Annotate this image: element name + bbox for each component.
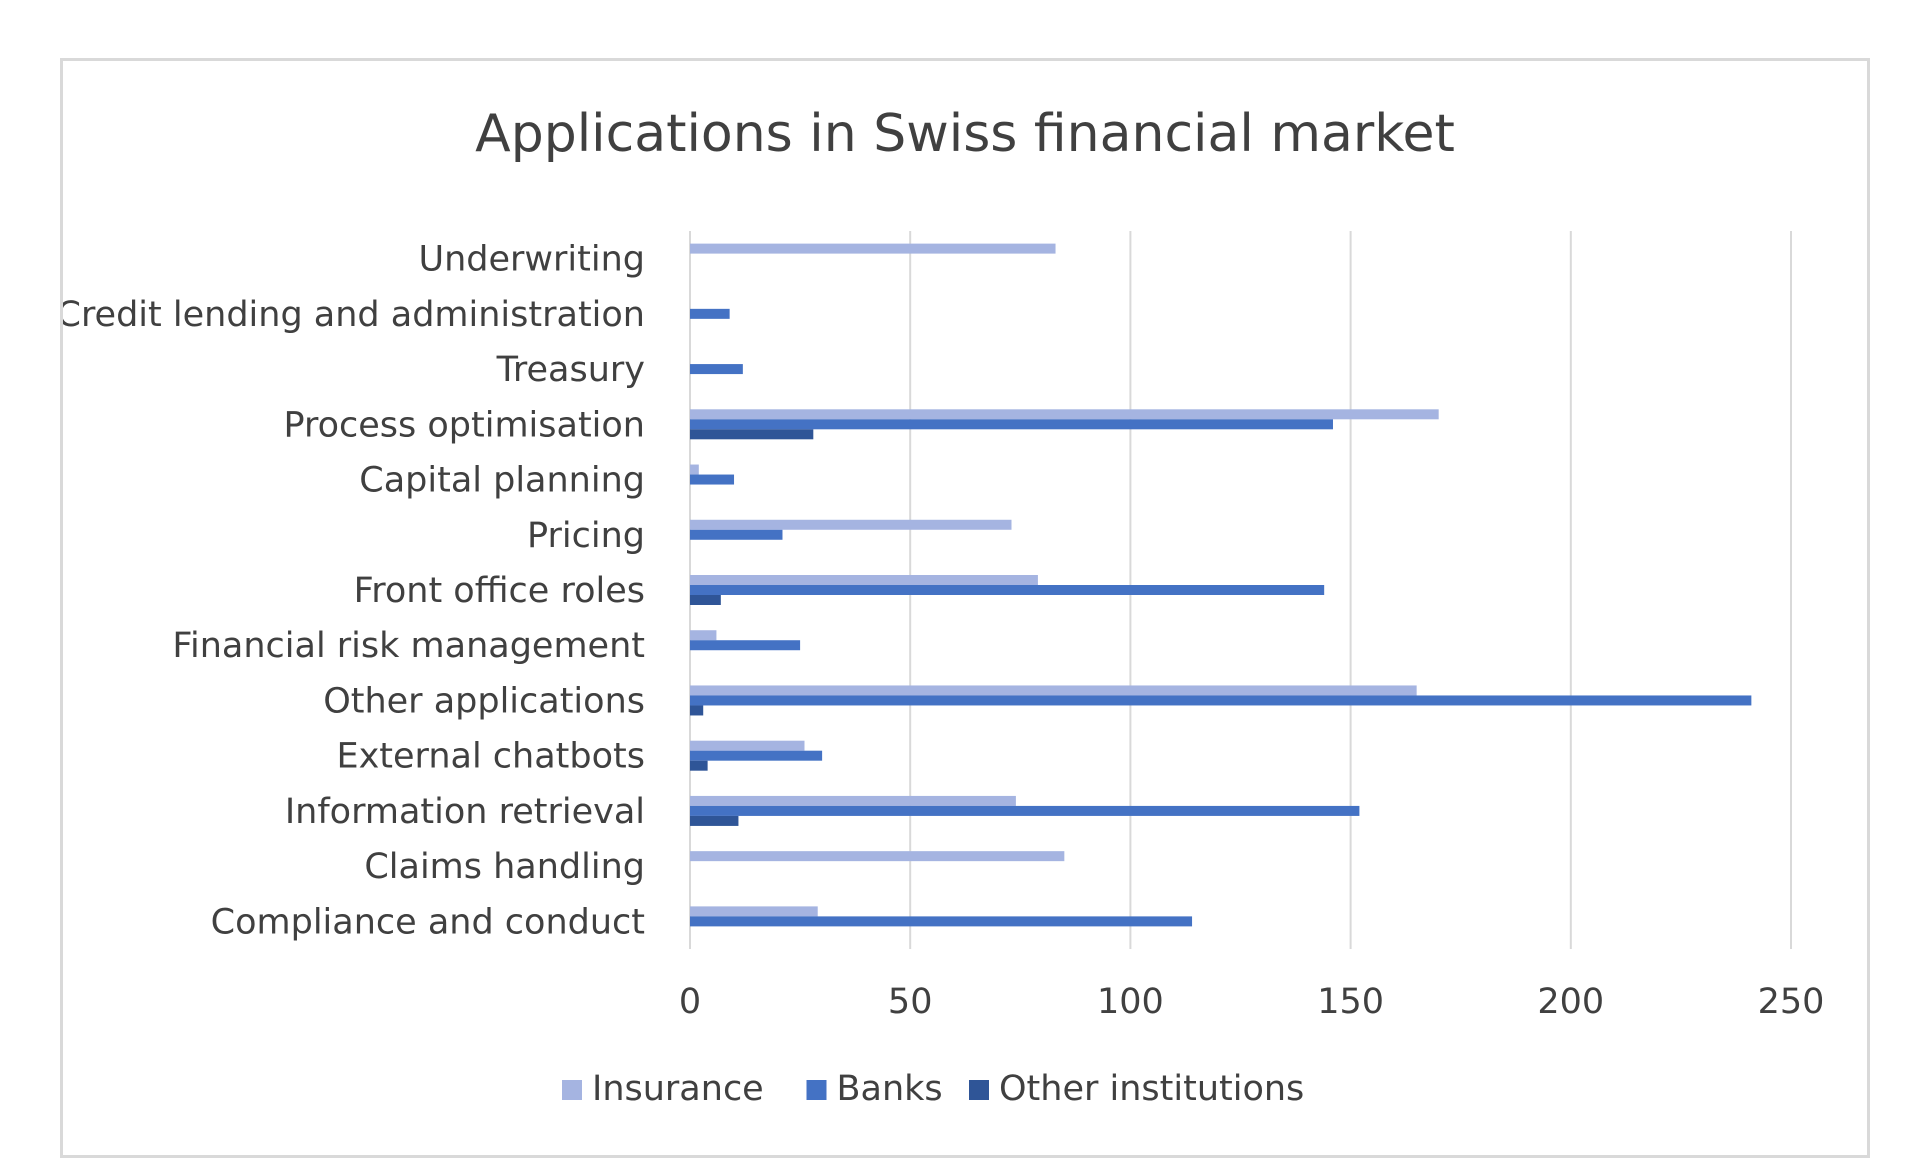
chart-title: Applications in Swiss financial market xyxy=(475,104,1455,164)
bar-banks-pricing xyxy=(690,529,783,540)
bar-banks-process-optimisation xyxy=(690,419,1333,430)
bar-insurance-financial-risk-management xyxy=(690,630,717,641)
category-label-other-applications: Other applications xyxy=(323,681,645,721)
legend-swatch-insurance xyxy=(562,1080,582,1100)
category-label-underwriting: Underwriting xyxy=(418,240,645,280)
bar-other-institutions-other-applications xyxy=(690,705,704,716)
legend-label-banks: Banks xyxy=(837,1069,943,1109)
legend-label-insurance: Insurance xyxy=(592,1069,764,1109)
category-axis: Underwriting Credit lending and administr… xyxy=(63,240,645,943)
bar-other-institutions-front-office-roles xyxy=(690,595,721,605)
bar-other-institutions-external-chatbots xyxy=(690,760,708,771)
bar-banks-other-applications xyxy=(690,695,1752,706)
category-label-financial-risk-management: Financial risk management xyxy=(172,626,645,666)
x-tick-label-250: 250 xyxy=(1758,982,1825,1022)
value-axis: 0 50 100 150 200 250 xyxy=(679,982,1825,1022)
category-label-claims-handling: Claims handling xyxy=(364,847,645,887)
bar-insurance-other-applications xyxy=(690,685,1417,696)
bar-insurance-process-optimisation xyxy=(690,409,1439,420)
category-label-treasury: Treasury xyxy=(496,350,645,390)
legend: Insurance Banks Other institutions xyxy=(562,1069,1304,1109)
x-tick-label-200: 200 xyxy=(1537,982,1604,1022)
bar-other-institutions-information-retrieval xyxy=(690,815,739,826)
bar-insurance-capital-planning xyxy=(690,464,699,475)
category-label-front-office-roles: Front office roles xyxy=(354,571,645,611)
bar-banks-front-office-roles xyxy=(690,585,1325,595)
legend-item-insurance: Insurance xyxy=(562,1069,764,1109)
category-label-pricing: Pricing xyxy=(527,516,645,556)
category-label-information-retrieval: Information retrieval xyxy=(285,792,645,832)
legend-item-banks: Banks xyxy=(806,1069,943,1109)
bar-insurance-pricing xyxy=(690,519,1012,530)
category-label-external-chatbots: External chatbots xyxy=(336,737,645,777)
bars xyxy=(690,243,1752,927)
bar-banks-capital-planning xyxy=(690,474,735,485)
bar-banks-external-chatbots xyxy=(690,750,823,761)
bar-insurance-underwriting xyxy=(690,243,1056,254)
bar-insurance-claims-handling xyxy=(690,851,1065,862)
category-label-capital-planning: Capital planning xyxy=(359,461,645,501)
bar-other-institutions-process-optimisation xyxy=(690,429,814,440)
bar-insurance-information-retrieval xyxy=(690,795,1016,806)
legend-swatch-other-institutions xyxy=(969,1080,989,1100)
legend-item-other-institutions: Other institutions xyxy=(969,1069,1304,1109)
legend-swatch-banks xyxy=(806,1080,827,1100)
x-tick-label-50: 50 xyxy=(888,982,933,1022)
bar-banks-financial-risk-management xyxy=(690,640,801,651)
bar-insurance-external-chatbots xyxy=(690,740,805,751)
x-tick-label-100: 100 xyxy=(1097,982,1164,1022)
category-label-process-optimisation: Process optimisation xyxy=(283,405,645,445)
bar-chart: Applications in Swiss financial market 0… xyxy=(63,104,1825,1109)
x-tick-label-150: 150 xyxy=(1317,982,1384,1022)
bar-insurance-front-office-roles xyxy=(690,575,1038,585)
bar-insurance-compliance-and-conduct xyxy=(690,906,818,917)
legend-label-other-institutions: Other institutions xyxy=(999,1069,1304,1109)
x-tick-label-0: 0 xyxy=(679,982,701,1022)
bar-banks-information-retrieval xyxy=(690,805,1360,816)
category-label-credit-lending-and-administration: Credit lending and administration xyxy=(63,295,645,335)
chart-frame: Applications in Swiss financial market 0… xyxy=(60,58,1870,1158)
bar-banks-credit-lending-and-administration xyxy=(690,308,730,319)
bar-banks-compliance-and-conduct xyxy=(690,916,1193,927)
bar-banks-treasury xyxy=(690,364,743,375)
category-label-compliance-and-conduct: Compliance and conduct xyxy=(211,902,645,942)
